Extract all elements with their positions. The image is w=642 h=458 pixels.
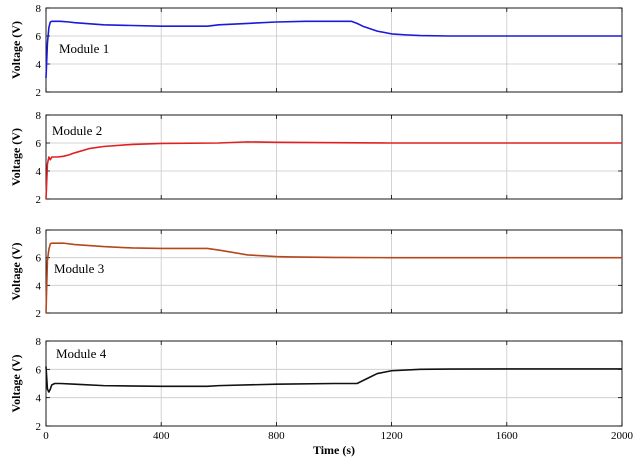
panel-4: 2 4 6 8 0 400 800 1200 1600 2000 Voltage (V) Time (…	[9, 336, 634, 457]
module-label: Module 1	[59, 41, 109, 56]
y-tick-label: 2	[36, 87, 42, 99]
voltage-series-line	[45, 20, 622, 79]
y-tick-label: 6	[36, 31, 42, 43]
y-axis-label: Voltage (V)	[9, 243, 23, 301]
plot-frame	[45, 114, 623, 200]
x-axis-label: Time (s)	[313, 443, 355, 457]
y-tick-label: 4	[36, 166, 42, 178]
voltage-series-line	[45, 366, 622, 393]
panel-1: 2 4 6 8 Voltage (V) Module 1	[9, 3, 623, 99]
panel-2: 2 4 6 8 Voltage (V) Module 2	[9, 110, 623, 206]
x-tick-label: 800	[268, 430, 285, 442]
y-axis-label: Voltage (V)	[9, 21, 23, 79]
panels: 2 4 6 8 Voltage (V) Module 1 2 4 6 8 Voltage (V) Mo…	[9, 3, 634, 457]
y-tick-label: 8	[36, 225, 42, 237]
y-tick-label: 6	[36, 253, 42, 265]
y-tick-label: 2	[36, 421, 42, 433]
module-label: Module 4	[56, 346, 107, 361]
voltage-series-line	[45, 141, 622, 200]
plot-frame	[45, 229, 623, 314]
y-tick-label: 8	[36, 3, 42, 15]
module-label: Module 3	[54, 261, 104, 276]
y-tick-label: 8	[36, 336, 42, 348]
plot-frame	[45, 340, 623, 427]
x-tick-label: 1600	[496, 430, 519, 442]
y-tick-label: 2	[36, 194, 42, 206]
y-tick-label: 4	[36, 59, 42, 71]
y-axis-label: Voltage (V)	[9, 355, 23, 413]
y-tick-label: 4	[36, 393, 42, 405]
voltage-series-line	[45, 242, 622, 314]
x-tick-label: 0	[43, 430, 49, 442]
x-tick-label: 2000	[611, 430, 634, 442]
y-tick-label: 6	[36, 138, 42, 150]
y-axis-label: Voltage (V)	[9, 128, 23, 186]
module-label: Module 2	[52, 123, 102, 138]
y-tick-label: 6	[36, 364, 42, 376]
x-tick-label: 400	[153, 430, 170, 442]
plot-frame	[45, 7, 623, 93]
y-tick-label: 2	[36, 308, 42, 320]
x-tick-label: 1200	[381, 430, 404, 442]
y-tick-label: 8	[36, 110, 42, 122]
panel-3: 2 4 6 8 Voltage (V) Module 3	[9, 225, 623, 320]
y-tick-label: 4	[36, 280, 42, 292]
